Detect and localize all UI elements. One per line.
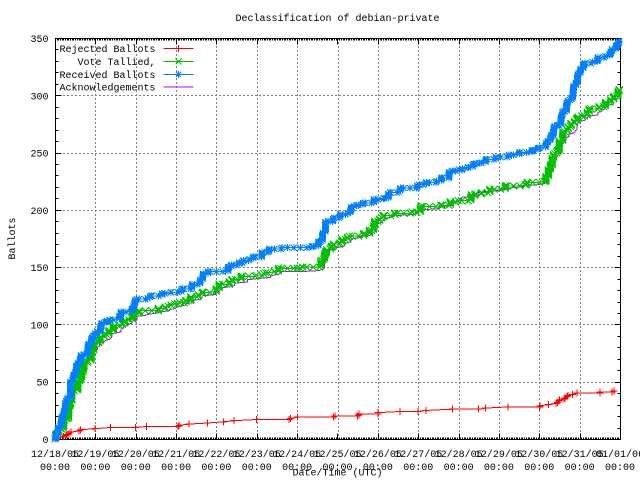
svg-text:300: 300: [30, 92, 48, 103]
svg-text:00:00: 00:00: [524, 463, 554, 474]
svg-text:00:00: 00:00: [565, 463, 595, 474]
svg-text:12/31/05: 12/31/05: [556, 449, 604, 461]
svg-text:12/23/05: 12/23/05: [233, 449, 281, 461]
svg-text:00:00: 00:00: [80, 463, 110, 474]
svg-text:12/19/05: 12/19/05: [71, 449, 119, 461]
svg-text:0: 0: [42, 436, 48, 447]
svg-text:01/01/06: 01/01/06: [596, 449, 640, 461]
svg-text:00:00: 00:00: [444, 463, 474, 474]
svg-text:Acknowledgements: Acknowledgements: [59, 83, 155, 95]
svg-text:350: 350: [30, 35, 48, 46]
svg-text:12/18/05: 12/18/05: [31, 449, 79, 461]
svg-text:12/27/05: 12/27/05: [394, 449, 442, 461]
svg-text:00:00: 00:00: [40, 463, 70, 474]
svg-text:Vote Tallied,: Vote Tallied,: [77, 57, 155, 69]
svg-text:12/20/05: 12/20/05: [112, 449, 160, 461]
svg-text:Received Ballots: Received Ballots: [59, 70, 155, 82]
svg-text:Rejected Ballots: Rejected Ballots: [59, 44, 155, 56]
svg-text:200: 200: [30, 207, 48, 218]
svg-text:12/30/05: 12/30/05: [515, 449, 563, 461]
svg-text:00:00: 00:00: [121, 463, 151, 474]
svg-text:150: 150: [30, 264, 48, 275]
svg-text:00:00: 00:00: [403, 463, 433, 474]
svg-text:12/22/05: 12/22/05: [192, 449, 240, 461]
svg-text:00:00: 00:00: [282, 463, 312, 474]
svg-text:Ballots: Ballots: [7, 217, 19, 259]
svg-text:Date/Time (UTC): Date/Time (UTC): [292, 468, 382, 480]
svg-text:Declassification of debian-pri: Declassification of debian-private: [235, 13, 439, 25]
svg-text:00:00: 00:00: [322, 463, 352, 474]
svg-text:12/26/05: 12/26/05: [354, 449, 402, 461]
svg-text:100: 100: [30, 321, 48, 332]
svg-text:12/29/05: 12/29/05: [475, 449, 523, 461]
svg-text:12/24/05: 12/24/05: [273, 449, 321, 461]
svg-text:00:00: 00:00: [605, 463, 635, 474]
svg-text:00:00: 00:00: [242, 463, 272, 474]
svg-text:12/21/05: 12/21/05: [152, 449, 200, 461]
svg-text:12/28/05: 12/28/05: [435, 449, 483, 461]
svg-text:00:00: 00:00: [363, 463, 393, 474]
svg-text:00:00: 00:00: [161, 463, 191, 474]
svg-text:250: 250: [30, 150, 48, 161]
svg-text:00:00: 00:00: [201, 463, 231, 474]
svg-text:00:00: 00:00: [484, 463, 514, 474]
svg-text:12/25/05: 12/25/05: [313, 449, 361, 461]
svg-text:50: 50: [36, 379, 48, 390]
